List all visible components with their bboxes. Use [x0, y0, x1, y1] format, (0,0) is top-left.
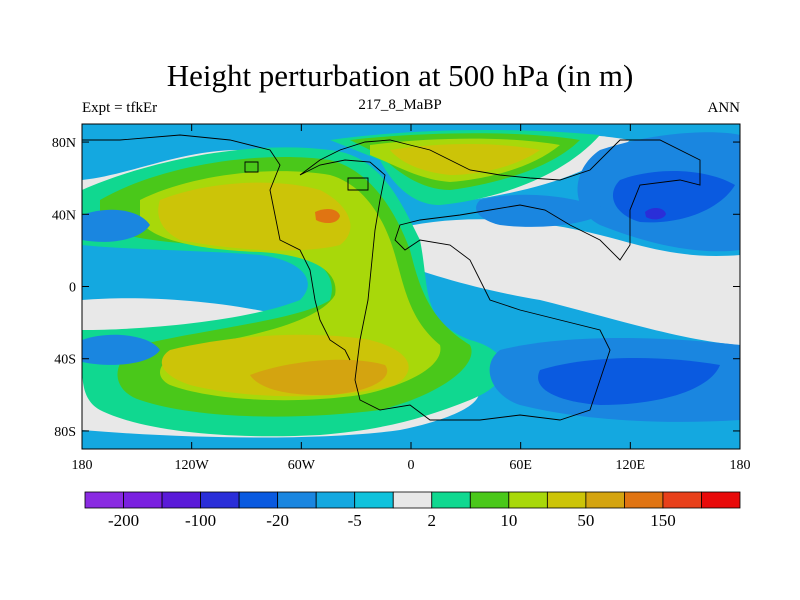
field-yellow-region	[390, 144, 540, 175]
colorbar-label: -200	[108, 511, 139, 530]
lon-tick-label: 120E	[616, 458, 646, 473]
experiment-label: Expt = tfkEr	[82, 100, 158, 116]
field-blue-region	[476, 194, 610, 227]
continent-outline	[347, 177, 369, 191]
colorbar-box	[123, 491, 163, 509]
colorbar-label: 10	[500, 511, 517, 530]
lon-tick-label: 180	[72, 458, 93, 473]
plot-title: Height perturbation at 500 hPa (in m)	[166, 58, 634, 93]
colorbar-box	[161, 491, 201, 509]
lon-tick-label: 60E	[509, 458, 532, 473]
colorbar-box	[392, 491, 433, 509]
lon-tick-label: 120W	[175, 458, 210, 473]
colorbar-box	[585, 491, 625, 509]
lat-tick-label: 40S	[54, 353, 76, 368]
season-label: ANN	[707, 100, 741, 116]
field-orange-region	[250, 359, 388, 396]
field-neutral-band	[390, 219, 740, 345]
colorbar-box	[354, 491, 394, 509]
colorbar-box	[508, 491, 548, 509]
field-orange-region	[315, 208, 340, 224]
field-deepblue-region	[612, 170, 735, 223]
lat-tick-label: 80N	[52, 136, 76, 151]
colorbar-label: -20	[266, 511, 289, 530]
colorbar-label: -5	[348, 511, 362, 530]
colorbar-box	[469, 491, 510, 509]
colorbar-label: 150	[650, 511, 676, 530]
colorbar-box	[546, 491, 587, 509]
lat-tick-label: 40N	[52, 208, 76, 223]
lon-tick-label: 0	[408, 458, 415, 473]
lat-tick-label: 80S	[54, 425, 76, 440]
colorbar-box	[238, 491, 279, 509]
colorbar-box	[200, 491, 240, 509]
lon-tick-label: 60W	[288, 458, 316, 473]
field-deepblue-region	[538, 358, 720, 405]
continent-outline	[82, 134, 351, 361]
colorbar-box	[624, 491, 664, 509]
colorbar-label: 50	[577, 511, 594, 530]
colorbar-label: 2	[428, 511, 437, 530]
field-yellow-region	[158, 182, 351, 251]
continent-outline	[244, 161, 259, 173]
colorbar-box	[315, 491, 356, 509]
field-darkblue-spot	[645, 208, 666, 220]
period-label: 217_8_MaBP	[358, 97, 442, 113]
field-blue-region	[82, 209, 150, 242]
colorbar-box	[701, 491, 741, 509]
colorbar-box	[662, 491, 702, 509]
lon-tick-label: 180	[730, 458, 751, 473]
colorbar-box	[277, 491, 317, 509]
continent-outline	[299, 139, 701, 421]
colorbar-label: -100	[185, 511, 216, 530]
map-axes: 180 120W 60W 0 60E 120E 180 80N 40N 0 40S 80S	[52, 124, 751, 473]
field-blue-region	[82, 334, 160, 365]
lat-tick-label: 0	[69, 281, 76, 296]
colorbar-box	[431, 491, 471, 509]
colorbar-box	[84, 491, 124, 509]
